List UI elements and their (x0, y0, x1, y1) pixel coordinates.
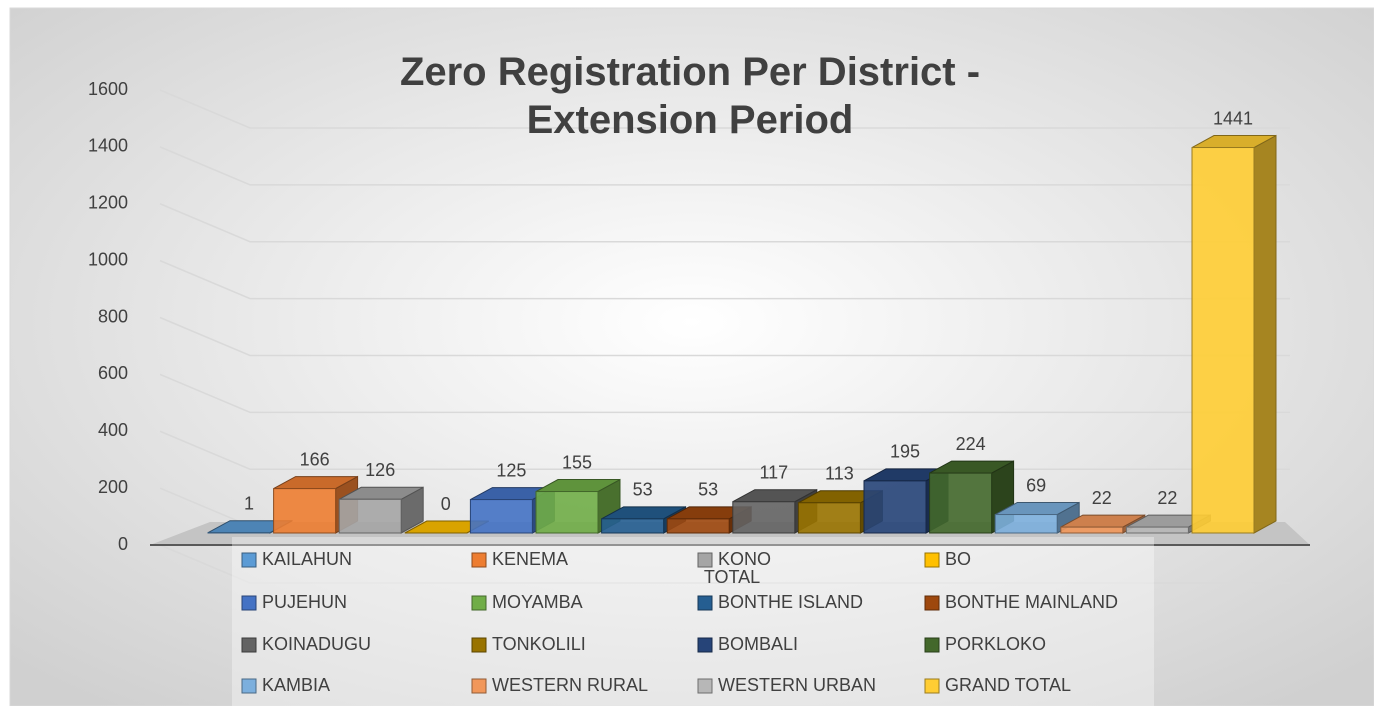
legend-label: MOYAMBA (492, 592, 583, 612)
bar-front (338, 498, 402, 534)
x-tick-label: TOTAL (704, 567, 760, 587)
legend-label: GRAND TOTAL (945, 675, 1071, 695)
grid-line (159, 89, 1290, 129)
bar-front (469, 499, 533, 534)
bar-front (1060, 526, 1124, 534)
legend-label: KAILAHUN (262, 549, 352, 569)
bar-side (1253, 134, 1277, 534)
bar-front (929, 472, 993, 534)
data-label: 166 (300, 449, 330, 469)
legend-swatch (924, 637, 940, 653)
data-label: 117 (759, 462, 788, 482)
legend-swatch (241, 552, 257, 568)
legend-swatch (924, 595, 940, 611)
bar-front (863, 480, 927, 534)
bar (994, 501, 1080, 534)
legend-swatch (697, 678, 713, 694)
legend-label: BONTHE ISLAND (718, 592, 863, 612)
bar-front (535, 491, 599, 534)
data-label: 195 (890, 442, 920, 462)
bar (535, 478, 621, 534)
y-tick-label: 400 (98, 420, 128, 440)
legend-swatch (471, 552, 487, 568)
bar-front (797, 502, 861, 534)
data-label: 22 (1157, 488, 1177, 508)
legend-box (232, 537, 1154, 706)
y-tick-label: 1200 (88, 193, 128, 213)
bar (338, 486, 424, 534)
legend-label: WESTERN RURAL (492, 675, 648, 695)
legend-swatch (924, 678, 940, 694)
grid-line (159, 146, 1290, 186)
bar-front (273, 488, 337, 534)
legend-label: TONKOLILI (492, 634, 586, 654)
legend-swatch (924, 552, 940, 568)
y-tick-label: 600 (98, 363, 128, 383)
legend-label: KENEMA (492, 549, 568, 569)
legend-swatch (241, 678, 257, 694)
legend-label: KONO (718, 549, 771, 569)
legend-label: KOINADUGU (262, 634, 371, 654)
legend-swatch (697, 552, 713, 568)
bar (1191, 134, 1277, 534)
bar-front (732, 501, 796, 534)
legend-label: BOMBALI (718, 634, 798, 654)
y-tick-label: 200 (98, 477, 128, 497)
grid-line (159, 203, 1290, 243)
y-tick-label: 1000 (88, 249, 128, 269)
legend-swatch (471, 595, 487, 611)
bar (929, 460, 1015, 534)
data-label: 0 (441, 494, 451, 514)
data-label: 1 (244, 493, 254, 513)
legend-label: KAMBIA (262, 675, 330, 695)
legend-label: PUJEHUN (262, 592, 347, 612)
bar-front (666, 518, 730, 534)
legend-swatch (471, 678, 487, 694)
bar-front (1125, 526, 1189, 534)
data-label: 155 (562, 452, 592, 472)
chart-background (9, 7, 1374, 706)
data-label: 22 (1092, 488, 1112, 508)
data-label: 1441 (1213, 108, 1253, 128)
legend-swatch (241, 637, 257, 653)
data-label: 224 (956, 434, 986, 454)
data-label: 126 (365, 460, 395, 480)
legend-swatch (241, 595, 257, 611)
bar-front (994, 514, 1058, 534)
grid-line (159, 373, 1290, 414)
legend-swatch (471, 637, 487, 653)
data-label: 113 (825, 464, 854, 484)
legend-swatch (697, 595, 713, 611)
legend-label: BO (945, 549, 971, 569)
data-label: 69 (1026, 475, 1046, 495)
bar (273, 475, 359, 534)
bar-front (601, 518, 665, 534)
bar (601, 505, 687, 534)
data-label: 53 (698, 480, 718, 500)
grid-line (159, 259, 1290, 300)
y-tick-label: 1400 (88, 136, 128, 156)
legend-label: BONTHE MAINLAND (945, 592, 1118, 612)
bar-front (1191, 147, 1255, 534)
y-tick-label: 0 (118, 534, 128, 554)
y-tick-label: 800 (98, 306, 128, 326)
legend-label: PORKLOKO (945, 634, 1046, 654)
grid-line (159, 544, 1290, 584)
legend-swatch (697, 637, 713, 653)
chart-title: Zero Registration Per District - Extensi… (399, 50, 981, 142)
y-tick-label: 1600 (88, 79, 128, 99)
data-label: 53 (633, 480, 653, 500)
grid-line (159, 316, 1290, 357)
data-label: 125 (496, 460, 526, 480)
legend-label: WESTERN URBAN (718, 675, 876, 695)
